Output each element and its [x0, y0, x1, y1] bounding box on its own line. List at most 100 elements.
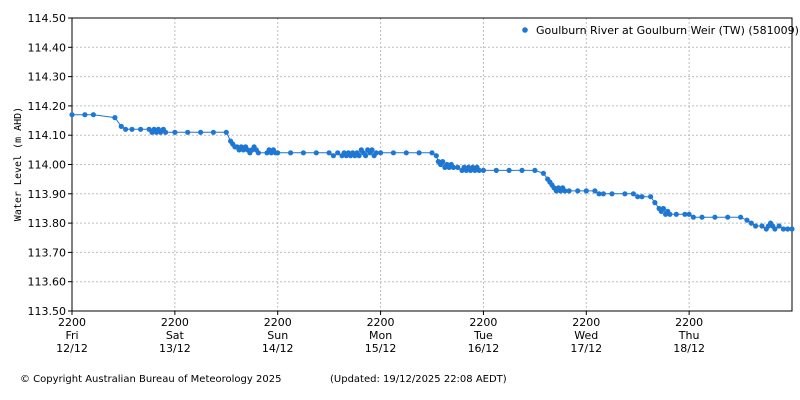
- data-point: [313, 150, 319, 156]
- data-point: [123, 126, 129, 132]
- data-point: [185, 129, 191, 135]
- y-tick-label: 114.20: [28, 100, 67, 113]
- plot-border: [71, 17, 793, 312]
- data-point: [686, 211, 692, 217]
- data-point: [112, 115, 118, 121]
- legend: Goulburn River at Goulburn Weir (TW) (58…: [522, 24, 799, 37]
- y-tick-label: 113.50: [28, 305, 67, 318]
- data-point: [532, 167, 538, 173]
- data-point: [785, 226, 791, 232]
- data-point: [622, 191, 628, 197]
- data-point: [82, 112, 88, 118]
- x-tick-label: Wed: [574, 329, 598, 342]
- x-tick-label: Thu: [678, 329, 700, 342]
- data-point: [725, 214, 731, 220]
- data-point: [493, 167, 499, 173]
- data-point: [300, 150, 306, 156]
- data-point: [330, 153, 336, 159]
- data-point: [690, 214, 697, 220]
- x-tick-label: 15/12: [365, 342, 397, 355]
- x-tick-label: 2200: [58, 316, 86, 329]
- data-point: [369, 147, 375, 153]
- y-tick-label: 114.00: [28, 159, 67, 172]
- data-point: [390, 150, 396, 156]
- x-tick-label: Fri: [65, 329, 78, 342]
- data-point: [69, 112, 75, 118]
- data-point: [562, 188, 568, 194]
- data-point: [789, 226, 795, 232]
- data-point: [772, 226, 778, 232]
- data-point: [753, 223, 759, 229]
- x-tick-label: 17/12: [570, 342, 602, 355]
- data-point: [198, 129, 204, 135]
- copyright-text: © Copyright Australian Bureau of Meteoro…: [20, 374, 282, 385]
- data-point: [759, 223, 765, 229]
- axes: [68, 17, 793, 315]
- data-point: [596, 191, 602, 197]
- y-tick-label: 114.30: [28, 71, 67, 84]
- data-point: [540, 170, 547, 176]
- data-point: [748, 220, 754, 226]
- legend-label: Goulburn River at Goulburn Weir (TW) (58…: [536, 24, 799, 37]
- x-tick-label: 12/12: [56, 342, 88, 355]
- x-tick-label: Mon: [369, 329, 392, 342]
- data-point: [433, 153, 439, 159]
- data-point: [630, 191, 637, 197]
- x-tick-label: 2200: [367, 316, 395, 329]
- data-point: [635, 194, 641, 200]
- x-tick-label: 2200: [572, 316, 600, 329]
- x-tick-label: Sat: [166, 329, 185, 342]
- data-point: [506, 167, 512, 173]
- data-point: [455, 164, 461, 170]
- data-point: [609, 191, 615, 197]
- y-axis-label: Water Level (m AHD): [13, 107, 24, 221]
- data-point: [660, 205, 667, 212]
- data-point: [476, 167, 482, 173]
- data-point: [712, 214, 718, 220]
- data-point: [682, 211, 688, 217]
- data-point: [667, 211, 673, 217]
- x-tick-label: Sun: [267, 329, 288, 342]
- data-point: [118, 123, 124, 129]
- data-point: [416, 150, 422, 156]
- grid-lines: [72, 18, 792, 311]
- y-tick-label: 113.80: [28, 217, 67, 230]
- data-point: [583, 188, 589, 194]
- data-point: [288, 150, 294, 156]
- x-tick-label: 13/12: [159, 342, 191, 355]
- x-tick-label: 18/12: [673, 342, 705, 355]
- data-point: [776, 223, 782, 229]
- data-point: [356, 153, 362, 159]
- data-point: [519, 167, 525, 173]
- x-tick-label: Tue: [473, 329, 493, 342]
- data-point: [403, 150, 409, 156]
- legend-marker: [522, 27, 528, 33]
- x-tick-label: 16/12: [468, 342, 500, 355]
- x-tick-label: 2200: [675, 316, 703, 329]
- data-point: [255, 150, 261, 156]
- data-point: [699, 214, 705, 220]
- data-point: [480, 167, 486, 173]
- data-point: [575, 188, 581, 194]
- data-point: [738, 214, 744, 220]
- y-tick-label: 114.50: [28, 12, 67, 25]
- data-point: [138, 126, 144, 132]
- x-tick-labels: 2200Fri12/122200Sat13/122200Sun14/122200…: [56, 316, 705, 355]
- x-tick-label: 2200: [469, 316, 497, 329]
- data-point: [450, 164, 456, 170]
- y-tick-label: 113.90: [28, 188, 67, 201]
- data-point: [652, 200, 658, 206]
- data-point: [378, 150, 384, 156]
- data-point: [373, 150, 379, 156]
- x-tick-label: 2200: [161, 316, 189, 329]
- data-point: [566, 188, 572, 194]
- data-point: [275, 150, 281, 156]
- y-tick-label: 114.40: [28, 41, 67, 54]
- y-tick-label: 113.70: [28, 246, 67, 259]
- data-point: [210, 129, 216, 135]
- data-point: [600, 191, 607, 197]
- data-point: [172, 129, 178, 135]
- data-point: [440, 159, 446, 165]
- data-point: [429, 150, 435, 156]
